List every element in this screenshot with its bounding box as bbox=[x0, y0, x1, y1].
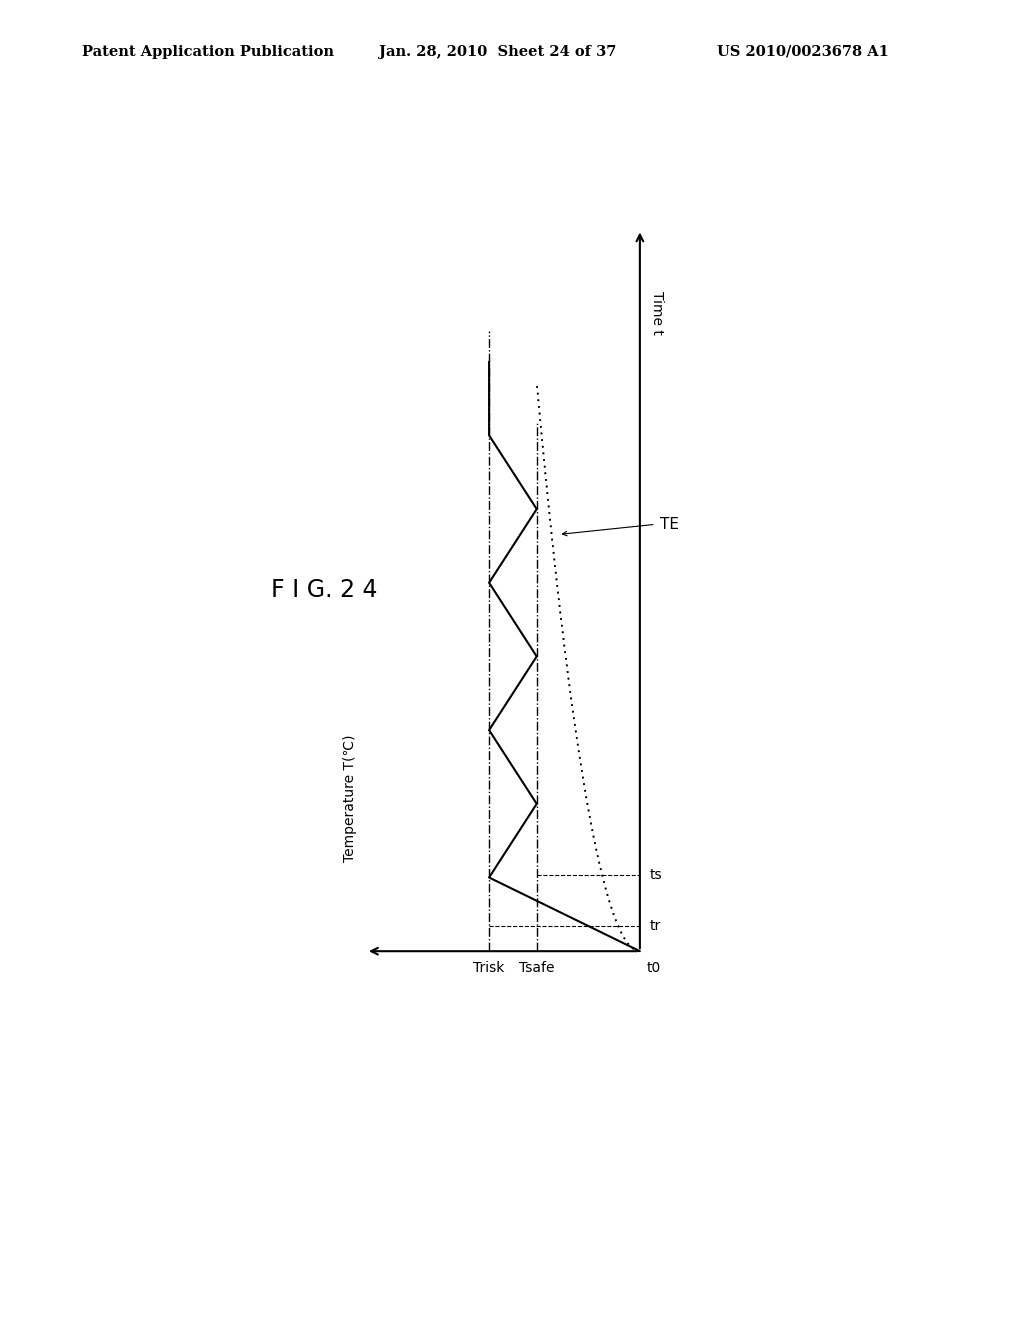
Text: Jan. 28, 2010  Sheet 24 of 37: Jan. 28, 2010 Sheet 24 of 37 bbox=[379, 45, 616, 59]
Text: t0: t0 bbox=[646, 961, 660, 975]
Text: TE: TE bbox=[659, 517, 679, 532]
Text: Tsafe: Tsafe bbox=[519, 961, 554, 975]
Text: F I G. 2 4: F I G. 2 4 bbox=[270, 578, 378, 602]
Text: ts: ts bbox=[649, 869, 663, 882]
Text: Trisk: Trisk bbox=[473, 961, 505, 975]
Text: Patent Application Publication: Patent Application Publication bbox=[82, 45, 334, 59]
Text: US 2010/0023678 A1: US 2010/0023678 A1 bbox=[717, 45, 889, 59]
Text: Temperature T(℃): Temperature T(℃) bbox=[343, 735, 357, 862]
Text: tr: tr bbox=[649, 919, 660, 933]
Text: Time t: Time t bbox=[650, 290, 665, 334]
